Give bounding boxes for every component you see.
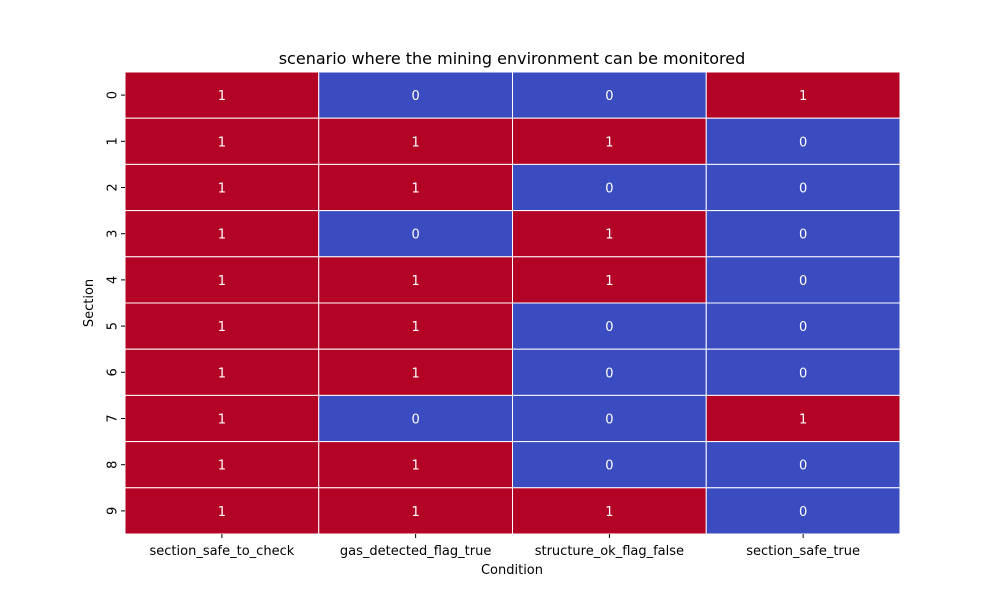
cell-value-label: 0 — [799, 182, 807, 197]
cell-value-label: 0 — [605, 366, 613, 381]
heatmap-cell — [512, 302, 707, 350]
cell-value-label: 1 — [218, 320, 226, 335]
heatmap-cell — [318, 117, 513, 165]
cell-value-label: 1 — [218, 135, 226, 150]
cell-value-label: 0 — [605, 182, 613, 197]
x-axis-ticks: section_safe_to_check gas_detected_flag_t… — [150, 534, 860, 559]
heatmap-cell — [705, 71, 901, 119]
heatmap-cell — [705, 117, 901, 165]
heatmap-cell — [124, 394, 320, 443]
y-tick-label: 4 — [106, 276, 121, 284]
cell-value-label: 1 — [218, 505, 226, 520]
heatmap-cell — [124, 210, 320, 258]
heatmap-cell — [124, 487, 320, 535]
y-axis-label: Section — [82, 279, 97, 327]
cell-value-label: 1 — [218, 366, 226, 381]
heatmap-cell — [705, 163, 901, 212]
cell-value-label: 0 — [411, 228, 419, 243]
heatmap-cell — [705, 348, 901, 396]
cell-value-label: 0 — [605, 320, 613, 335]
heatmap-cell — [705, 210, 901, 258]
x-tick-label: gas_detected_flag_true — [340, 544, 491, 559]
heatmap-cell — [318, 163, 513, 212]
cell-value-label: 1 — [411, 274, 419, 289]
cell-value-label: 1 — [411, 320, 419, 335]
cell-value-label: 1 — [218, 459, 226, 474]
y-tick-label: 3 — [106, 230, 121, 238]
cell-value-label: 1 — [605, 228, 613, 243]
cell-value-label: 0 — [605, 89, 613, 104]
cell-value-label: 0 — [799, 135, 807, 150]
cell-value-label: 1 — [411, 366, 419, 381]
y-tick-label: 6 — [106, 368, 121, 376]
cell-value-label: 0 — [605, 413, 613, 428]
heatmap-cell — [318, 71, 513, 119]
cell-value-label: 0 — [411, 89, 419, 104]
heatmap-cell — [318, 487, 513, 535]
y-tick-label: 5 — [106, 322, 121, 330]
x-axis-label: Condition — [481, 563, 543, 578]
cell-value-label: 0 — [799, 320, 807, 335]
y-tick-label: 2 — [106, 183, 121, 191]
cell-value-label: 1 — [218, 413, 226, 428]
cell-value-label: 1 — [411, 505, 419, 520]
cell-value-label: 0 — [411, 413, 419, 428]
cell-value-label: 0 — [799, 505, 807, 520]
heatmap-cell — [512, 441, 707, 489]
cell-value-label: 0 — [605, 459, 613, 474]
heatmap-cell — [124, 117, 320, 165]
cell-value-label: 1 — [218, 274, 226, 289]
x-tick-label: structure_ok_flag_false — [535, 544, 684, 559]
heatmap-cell — [124, 302, 320, 350]
heatmap-cell — [512, 487, 707, 535]
cell-value-label: 1 — [218, 228, 226, 243]
heatmap-cell — [512, 256, 707, 304]
cell-value-label: 1 — [605, 505, 613, 520]
x-tick-label: section_safe_to_check — [150, 544, 295, 559]
cell-value-label: 0 — [799, 228, 807, 243]
heatmap-cell — [318, 256, 513, 304]
cell-value-label: 1 — [218, 89, 226, 104]
heatmap-cell — [705, 302, 901, 350]
chart-title: scenario where the mining environment ca… — [279, 49, 746, 68]
heatmap-cell — [124, 71, 320, 119]
heatmap-cell — [318, 210, 513, 258]
y-tick-label: 7 — [106, 414, 121, 422]
y-tick-label: 8 — [106, 461, 121, 469]
cell-value-label: 1 — [411, 459, 419, 474]
cell-annotations: 1 0 0 1 1 1 1 0 1 1 0 0 1 0 1 0 1 1 1 0 1 1 0 0 1 1 0 0 1 0 0 1 1 1 0 0 1 1 1 0 — [218, 89, 808, 520]
cell-value-label: 1 — [605, 274, 613, 289]
heatmap-cell — [512, 348, 707, 396]
cell-value-label: 1 — [218, 182, 226, 197]
y-tick-label: 0 — [106, 91, 121, 99]
cell-value-label: 0 — [799, 459, 807, 474]
heatmap-cell — [512, 394, 707, 443]
cell-value-label: 0 — [799, 366, 807, 381]
heatmap-cell — [705, 487, 901, 535]
cell-value-label: 0 — [799, 274, 807, 289]
heatmap-cell — [318, 302, 513, 350]
y-axis-ticks: 0 1 2 3 4 5 6 7 8 9 — [106, 91, 125, 515]
cell-value-label: 1 — [605, 135, 613, 150]
heatmap-cell — [124, 348, 320, 396]
heatmap-cell — [705, 441, 901, 489]
x-tick-label: section_safe_true — [746, 544, 860, 559]
cell-value-label: 1 — [411, 135, 419, 150]
heatmap-cell — [705, 256, 901, 304]
y-tick-label: 1 — [106, 137, 121, 145]
heatmap-cells — [124, 71, 901, 535]
y-tick-label: 9 — [106, 507, 121, 515]
heatmap-cell — [512, 71, 707, 119]
cell-value-label: 1 — [799, 413, 807, 428]
cell-value-label: 1 — [799, 89, 807, 104]
cell-value-label: 1 — [411, 182, 419, 197]
